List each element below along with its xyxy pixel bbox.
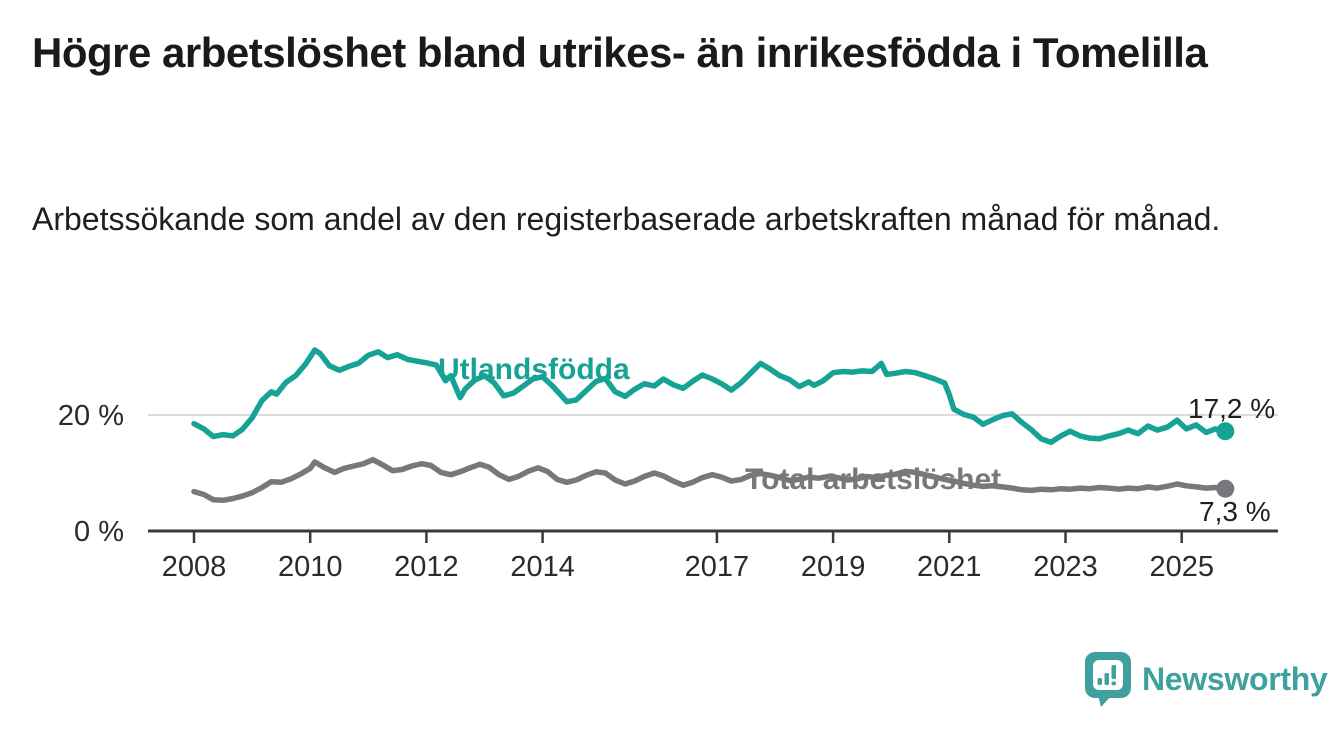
series-end-dot-total-arbetsloshet bbox=[1216, 479, 1235, 498]
x-tick-label: 2010 bbox=[278, 551, 343, 583]
newsworthy-speech-bubble-chart-icon bbox=[1085, 652, 1131, 707]
series-label-total-arbetsloshet: Total arbetslöshet bbox=[745, 463, 1002, 496]
series-line-utlandsfodda bbox=[191, 347, 1229, 446]
x-tick-label: 2017 bbox=[685, 551, 750, 583]
chart-subtitle: Arbetssökande som andel av den registerb… bbox=[32, 201, 1221, 237]
x-tick-label: 2012 bbox=[394, 551, 459, 583]
x-tick-label: 2021 bbox=[917, 551, 982, 583]
newsworthy-logo: Newsworthy bbox=[1085, 652, 1328, 707]
x-tick-label: 2008 bbox=[162, 551, 227, 583]
x-tick-label: 2019 bbox=[801, 551, 866, 583]
end-value-label-utlandsfodda: 17,2 % bbox=[1188, 393, 1276, 424]
brand-name: Newsworthy bbox=[1142, 661, 1328, 697]
y-tick-label: 20 % bbox=[58, 400, 124, 432]
y-tick-label: 0 % bbox=[74, 516, 124, 548]
x-tick-label: 2014 bbox=[510, 551, 575, 583]
x-tick-label: 2023 bbox=[1033, 551, 1098, 583]
series-end-dot-utlandsfodda bbox=[1216, 422, 1235, 441]
series-label-utlandsfodda: Utlandsfödda bbox=[438, 353, 630, 386]
series-line-total-arbetsloshet bbox=[191, 456, 1229, 504]
line-chart: 2008 2010 2012 2014 2017 2019 2021 2023 2025 0 % 2… bbox=[58, 347, 1278, 583]
x-tick-label: 2025 bbox=[1149, 551, 1214, 583]
chart-title: Högre arbetslöshet bland utrikes- än inr… bbox=[32, 29, 1208, 76]
end-value-label-total-arbetsloshet: 7,3 % bbox=[1199, 496, 1271, 527]
